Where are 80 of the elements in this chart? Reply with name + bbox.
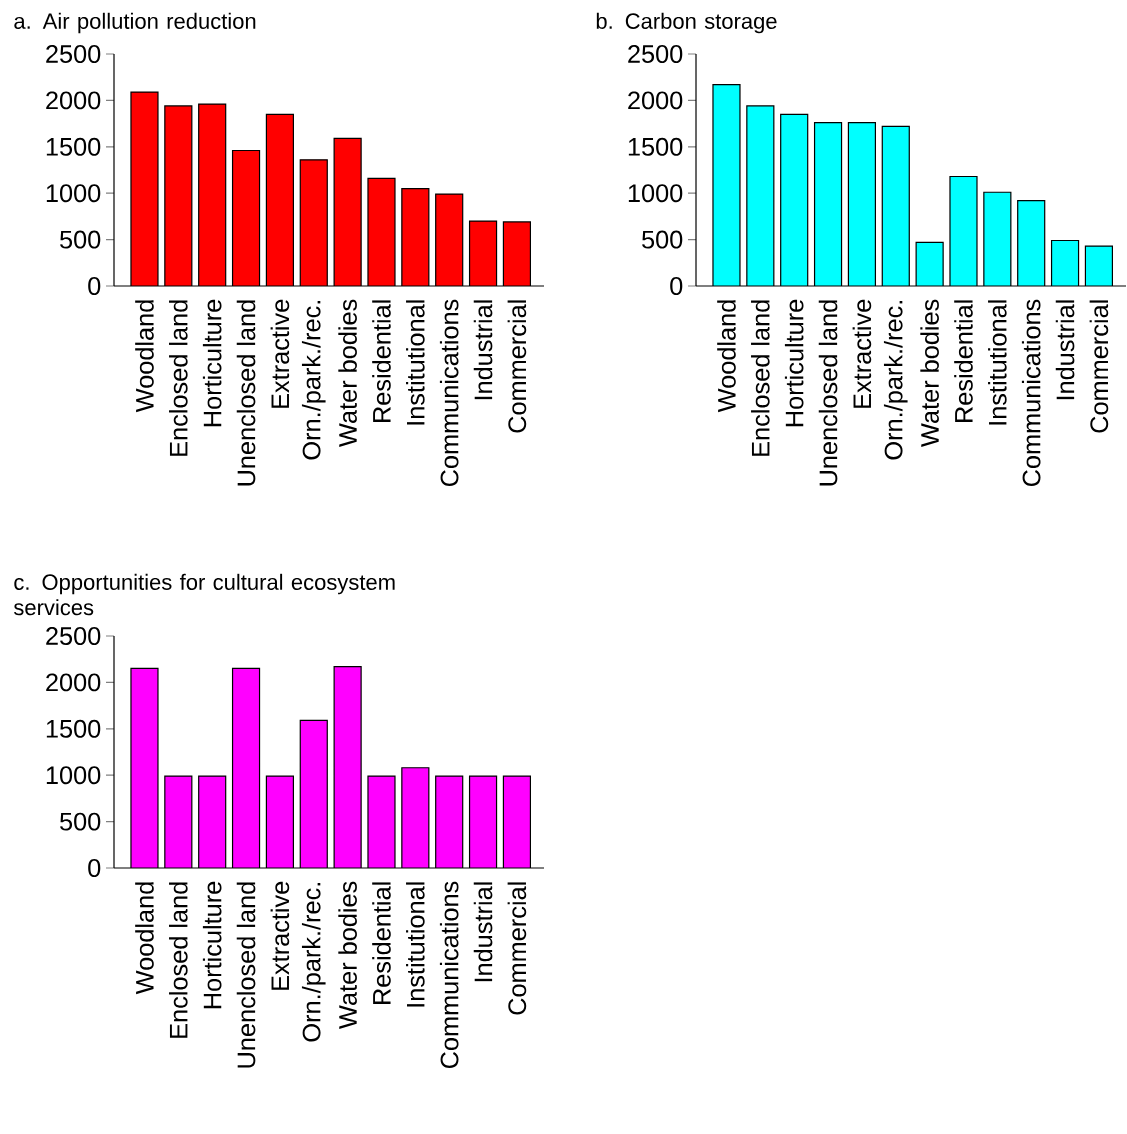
y-tick-label: 500 <box>60 812 101 831</box>
x-tick-label: Industrial <box>473 882 493 982</box>
y-tick-label: 0 <box>88 859 101 877</box>
x-tick-label: Orn./park./rec. <box>302 883 326 1042</box>
x-tick-label: Extractive <box>270 299 290 408</box>
y-tick-label: 1500 <box>629 137 683 156</box>
x-tick-label: Institutional <box>988 300 1007 425</box>
bar <box>950 176 978 286</box>
x-tick-label: Water bodies <box>338 299 358 447</box>
x-tick-label: Extractive <box>852 299 872 408</box>
bar <box>334 666 362 868</box>
y-tick-label: 0 <box>670 277 683 295</box>
x-tick-label: Enclosed land <box>169 882 188 1038</box>
bar <box>198 776 226 868</box>
x-tick-label: Horticulture <box>203 881 222 1009</box>
y-tick-label: 500 <box>60 230 101 249</box>
x-tick-label: Orn./park./rec. <box>884 301 908 460</box>
x-tick-label: Extractive <box>270 881 290 990</box>
x-tick-label: Institutional <box>406 882 425 1007</box>
y-tick-label: 1500 <box>47 719 101 738</box>
bar <box>713 84 741 286</box>
y-tick-label: 1000 <box>47 184 101 203</box>
x-tick-label: Enclosed land <box>751 300 770 456</box>
x-tick-label: Communications <box>440 299 459 487</box>
chart-title: c. Opportunities for cultural ecosystem services <box>14 573 395 616</box>
x-tick-label: Commercial <box>1089 300 1109 433</box>
bar <box>1017 200 1045 286</box>
x-tick-label: Water bodies <box>338 881 358 1029</box>
y-tick-label: 2500 <box>46 627 101 645</box>
y-tick-label: 1000 <box>47 766 101 785</box>
x-tick-label: Industrial <box>473 300 493 400</box>
x-tick-label: Commercial <box>507 882 527 1015</box>
x-tick-label: Woodland <box>135 882 154 995</box>
bar <box>402 767 430 868</box>
bar <box>165 776 193 868</box>
x-tick-label: Horticulture <box>203 299 222 427</box>
x-tick-label: Institutional <box>406 300 425 425</box>
y-tick-label: 0 <box>88 277 101 295</box>
bar <box>1051 240 1079 286</box>
x-tick-label: Unenclosed land <box>818 300 838 486</box>
x-tick-label: Commercial <box>507 300 527 433</box>
y-tick-label: 1000 <box>629 184 683 203</box>
y-tick-label: 1500 <box>47 137 101 156</box>
bar <box>503 775 532 868</box>
bar <box>368 776 396 868</box>
x-tick-label: Industrial <box>1055 300 1075 400</box>
x-tick-label: Unenclosed land <box>236 300 256 486</box>
x-tick-label: Water bodies <box>920 299 940 447</box>
y-tick-label: 2000 <box>46 91 101 110</box>
bar <box>300 720 328 868</box>
bar <box>1085 245 1114 286</box>
bar <box>266 776 294 868</box>
x-tick-label: Enclosed land <box>169 300 188 456</box>
bar <box>747 105 775 286</box>
bar <box>882 126 910 286</box>
chart-title: a. Air pollution reduction <box>14 12 256 34</box>
y-tick-label: 500 <box>642 230 683 249</box>
y-tick-label: 2000 <box>628 91 683 110</box>
x-tick-label: Horticulture <box>785 299 804 427</box>
y-tick-label: 2500 <box>46 45 101 63</box>
x-tick-label: Woodland <box>717 300 736 413</box>
bar <box>131 668 159 868</box>
x-tick-label: Residential <box>954 300 973 422</box>
x-tick-label: Orn./park./rec. <box>302 301 326 460</box>
chart-title: b. Carbon storage <box>597 12 777 34</box>
bar <box>232 668 260 868</box>
x-tick-label: Residential <box>372 300 391 422</box>
bar <box>780 114 808 286</box>
bar <box>469 776 497 868</box>
bar <box>984 192 1012 286</box>
x-tick-label: Communications <box>1022 299 1041 487</box>
x-tick-label: Residential <box>372 882 391 1004</box>
bar <box>848 122 876 286</box>
x-tick-label: Woodland <box>135 300 154 413</box>
x-tick-label: Communications <box>440 881 459 1069</box>
bar <box>435 776 463 868</box>
y-tick-label: 2500 <box>628 45 683 63</box>
x-tick-label: Unenclosed land <box>236 882 256 1068</box>
y-tick-label: 2000 <box>46 673 101 692</box>
bar <box>814 122 842 286</box>
